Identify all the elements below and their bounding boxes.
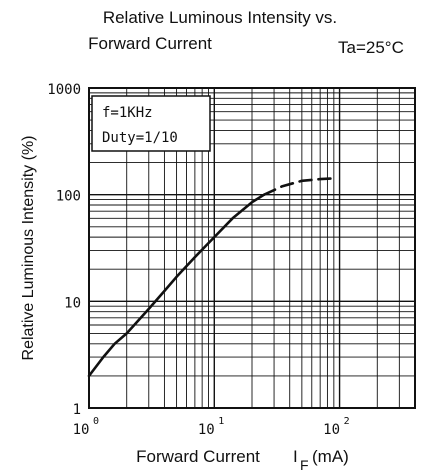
y-tick-label: 100 [56, 189, 81, 205]
chart-title-line2: Forward Current [88, 34, 212, 53]
y-tick-label: 10 [64, 295, 81, 311]
annotation-box [91, 95, 211, 152]
chart-title-line1: Relative Luminous Intensity vs. [102, 8, 338, 27]
y-tick-label: 1 [73, 402, 81, 418]
y-tick-labels: 1 10 100 1000 [47, 82, 81, 418]
temperature-condition: Ta=25°C [338, 38, 404, 57]
annotation-frequency: f=1KHz [102, 105, 153, 121]
x-tick-label-base: 10 [198, 422, 215, 438]
annotation-duty: Duty=1/10 [102, 130, 178, 146]
x-tick-label-exponent: 2 [344, 416, 350, 427]
x-tick-label-base: 10 [73, 422, 90, 438]
series-line-dashed [262, 177, 336, 196]
x-tick-label-exponent: 1 [218, 416, 224, 427]
x-axis-label-unit: (mA) [312, 447, 349, 466]
x-tick-label-exponent: 0 [93, 416, 99, 427]
x-axis-label-symbol: I [293, 447, 298, 466]
series-line-solid [87, 193, 266, 378]
x-axis-label: Forward Current I F (mA) [136, 447, 349, 473]
y-tick-label: 1000 [47, 82, 81, 98]
x-tick-label-base: 10 [323, 422, 340, 438]
y-axis-label: Relative Luminous Intensity (%) [20, 136, 37, 361]
series-group [87, 177, 336, 378]
x-axis-label-subscript: F [300, 457, 309, 473]
x-axis-label-text: Forward Current [136, 447, 260, 466]
plot-frame [88, 87, 416, 409]
